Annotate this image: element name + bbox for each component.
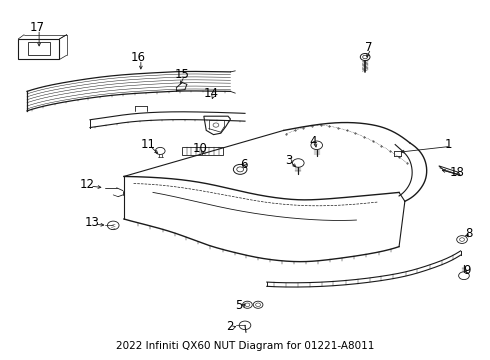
- Text: 10: 10: [193, 141, 208, 154]
- Text: 18: 18: [450, 166, 465, 179]
- Text: 9: 9: [463, 264, 470, 277]
- Text: 7: 7: [365, 41, 372, 54]
- Text: 2: 2: [226, 320, 233, 333]
- Text: 17: 17: [29, 21, 44, 34]
- Text: 3: 3: [285, 154, 293, 167]
- Text: 13: 13: [85, 216, 100, 229]
- Text: 15: 15: [174, 68, 190, 81]
- Text: 11: 11: [141, 138, 156, 151]
- Text: 5: 5: [236, 299, 243, 312]
- Text: 1: 1: [445, 138, 452, 151]
- Text: 12: 12: [80, 178, 95, 191]
- Text: 2022 Infiniti QX60 NUT Diagram for 01221-A8011: 2022 Infiniti QX60 NUT Diagram for 01221…: [116, 341, 374, 351]
- Text: 8: 8: [465, 228, 472, 240]
- Text: 4: 4: [309, 135, 317, 148]
- Text: 14: 14: [203, 87, 219, 100]
- Text: 6: 6: [240, 158, 248, 171]
- Text: 16: 16: [131, 51, 146, 64]
